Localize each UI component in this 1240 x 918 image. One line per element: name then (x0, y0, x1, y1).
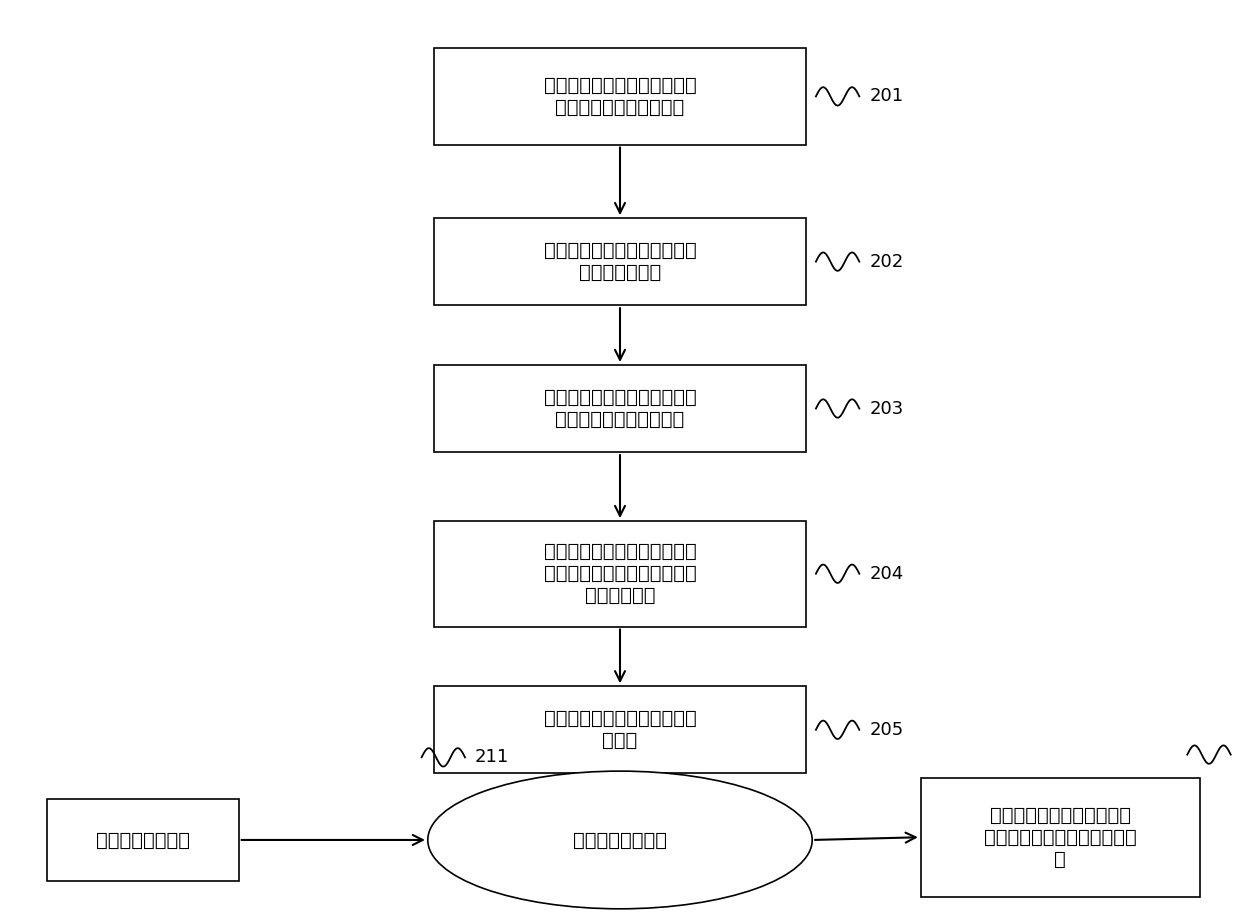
Text: 由医生确认真实的药品不良反
应事件: 由医生确认真实的药品不良反 应事件 (543, 710, 697, 750)
Text: 201: 201 (869, 87, 904, 106)
Bar (434, 48, 806, 144)
Text: 将患者的电子病历数据按照时
间顺序进行排列: 将患者的电子病历数据按照时 间顺序进行排列 (543, 241, 697, 282)
Bar (920, 778, 1199, 897)
Bar (434, 218, 806, 305)
Text: 从医疗机构的信息数据库获取
患者的历史电子病历数据: 从医疗机构的信息数据库获取 患者的历史电子病历数据 (543, 76, 697, 117)
Text: 202: 202 (869, 252, 904, 271)
Text: 不良反应报警，在医生确认
后，上报药品不良反应监测中
心: 不良反应报警，在医生确认 后，上报药品不良反应监测中 心 (983, 806, 1137, 868)
Bar (47, 799, 238, 881)
Text: 205: 205 (869, 721, 904, 739)
Text: 203: 203 (869, 399, 904, 418)
Text: 通过比较药品首次使用事件前
后的异常信号，确定痑似药品
不良反应事件: 通过比较药品首次使用事件前 后的异常信号，确定痑似药品 不良反应事件 (543, 543, 697, 605)
Bar (434, 364, 806, 452)
Bar (434, 687, 806, 773)
Ellipse shape (428, 771, 812, 909)
Text: 211: 211 (475, 748, 510, 767)
Text: 药品不良反应事件: 药品不良反应事件 (573, 831, 667, 849)
Text: 从患者的电子病历数据中抄取
异常信号和药品使用事件: 从患者的电子病历数据中抄取 异常信号和药品使用事件 (543, 388, 697, 429)
Bar (434, 521, 806, 626)
Text: 在线电子病历数据: 在线电子病历数据 (95, 831, 190, 849)
Text: 204: 204 (869, 565, 904, 583)
